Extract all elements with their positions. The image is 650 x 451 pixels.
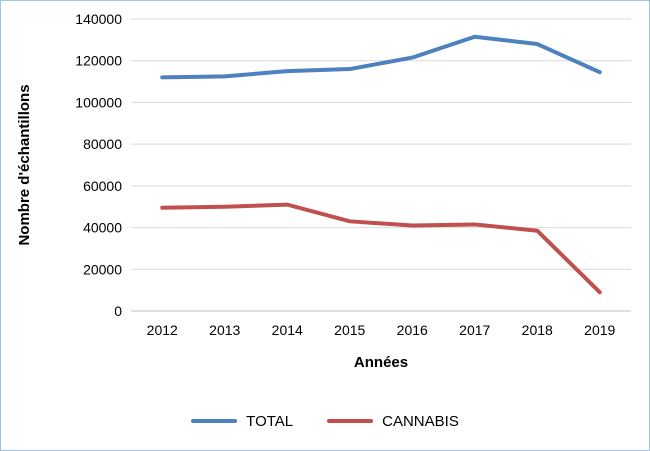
y-tick-label: 80000 bbox=[83, 136, 122, 152]
x-tick-label: 2016 bbox=[397, 322, 428, 338]
series-line-total bbox=[160, 34, 602, 80]
x-tick-label: 2017 bbox=[459, 322, 490, 338]
x-tick-label: 2012 bbox=[147, 322, 178, 338]
y-axis-title: Nombre d'échantillons bbox=[16, 84, 33, 245]
y-tick-label: 100000 bbox=[75, 94, 122, 110]
y-tick-label: 40000 bbox=[83, 220, 122, 236]
x-tick-label: 2014 bbox=[272, 322, 303, 338]
y-tick-label: 140000 bbox=[75, 11, 122, 27]
y-tick-label: 20000 bbox=[83, 261, 122, 277]
legend-swatch-total bbox=[191, 419, 238, 423]
chart-legend: TOTAL CANNABIS bbox=[1, 410, 649, 432]
legend-label-cannabis: CANNABIS bbox=[382, 412, 459, 430]
legend-item-cannabis: CANNABIS bbox=[327, 413, 459, 430]
line-chart: 0 20000 40000 60000 80000 100000 120000 140000 2… bbox=[16, 11, 631, 371]
legend-swatch-cannabis bbox=[327, 419, 374, 423]
legend-label-total: TOTAL bbox=[246, 412, 294, 430]
series-line-cannabis bbox=[160, 202, 602, 295]
x-axis-title: Années bbox=[354, 354, 408, 371]
x-tick-label: 2019 bbox=[584, 322, 615, 338]
x-tick-label: 2013 bbox=[209, 322, 240, 338]
legend-item-total: TOTAL bbox=[191, 413, 293, 430]
y-tick-label: 0 bbox=[114, 303, 122, 319]
y-tick-label: 60000 bbox=[83, 178, 122, 194]
x-tick-label: 2015 bbox=[334, 322, 365, 338]
y-tick-label: 120000 bbox=[75, 53, 122, 69]
x-tick-label: 2018 bbox=[522, 322, 553, 338]
